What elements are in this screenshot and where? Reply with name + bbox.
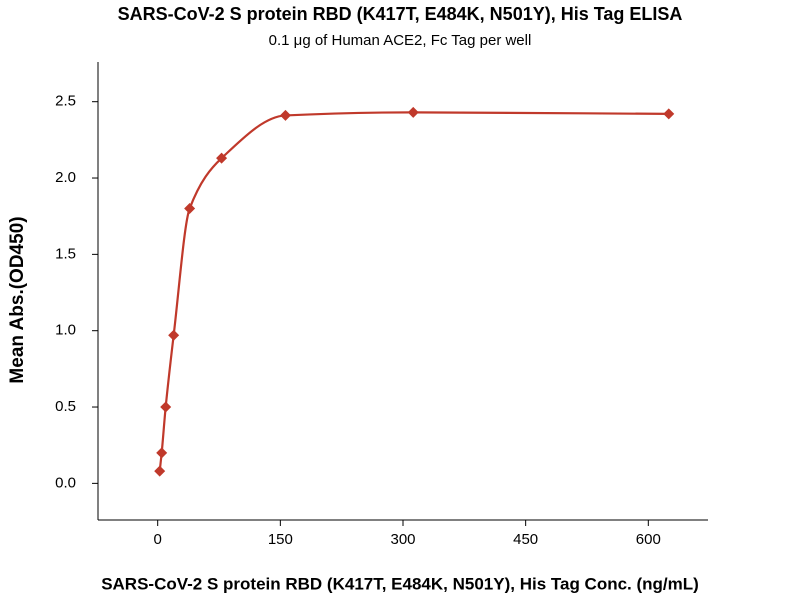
x-tick-label: 150	[268, 531, 293, 548]
data-point	[154, 465, 166, 477]
data-point	[216, 152, 228, 164]
chart-subtitle: 0.1 μg of Human ACE2, Fc Tag per well	[269, 32, 532, 49]
y-axis-label: Mean Abs.(OD450)	[7, 216, 28, 383]
fit-curve	[158, 111, 669, 472]
y-tick-label: 1.0	[55, 322, 76, 339]
chart-title: SARS-CoV-2 S protein RBD (K417T, E484K, …	[118, 4, 683, 24]
data-point	[160, 401, 172, 413]
y-tick-label: 0.5	[55, 398, 76, 415]
data-point	[156, 447, 168, 459]
data-point	[663, 108, 675, 120]
y-tick-label: 2.0	[55, 169, 76, 186]
x-axis-label: SARS-CoV-2 S protein RBD (K417T, E484K, …	[101, 574, 699, 593]
data-point	[279, 109, 291, 121]
y-tick-label: 2.5	[55, 93, 76, 110]
y-tick-label: 0.0	[55, 474, 76, 491]
x-tick-label: 300	[390, 531, 415, 548]
x-tick-label: 600	[636, 531, 661, 548]
y-tick-label: 1.5	[55, 245, 76, 262]
x-tick-label: 450	[513, 531, 538, 548]
data-point	[407, 106, 419, 118]
data-point	[168, 329, 180, 341]
data-point	[184, 203, 196, 215]
x-tick-label: 0	[154, 531, 162, 548]
